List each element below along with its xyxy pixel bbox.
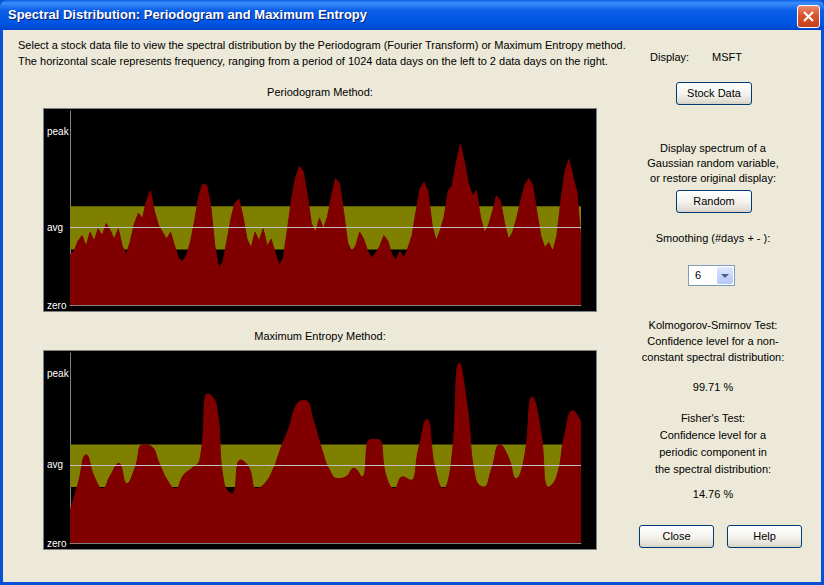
html-text:Random: Random: [693, 195, 735, 207]
html-text:Spectral Distribution: Periodo: Spectral Distribution: Periodogram and M…: [8, 7, 367, 22]
html-text:Kolmogorov-Smirnov Test:: Kolmogorov-Smirnov Test:: [648, 319, 778, 331]
html-text:Fisher's Test:: Fisher's Test:: [680, 412, 746, 424]
html-text:6: 6: [695, 269, 702, 281]
html-text:Maximum Entropy Method:: Maximum Entropy Method:: [254, 330, 386, 342]
html-text:MSFT: MSFT: [712, 51, 742, 63]
html-text:periodic component in: periodic component in: [659, 446, 767, 458]
html-text:Display spectrum of a: Display spectrum of a: [660, 142, 766, 154]
html-text:the spectral distribution:: the spectral distribution:: [654, 463, 772, 475]
svg-text:avg: avg: [47, 459, 63, 470]
html-text:Help: Help: [753, 530, 776, 542]
html-text:Gaussian random variable,: Gaussian random variable,: [647, 157, 779, 169]
svg-text:peak: peak: [47, 126, 70, 137]
html-text:Close: Close: [662, 530, 691, 542]
svg-text:avg: avg: [47, 222, 63, 233]
html-text:Confidence level for a non-: Confidence level for a non-: [647, 335, 779, 347]
html-text:Display:: Display:: [650, 51, 690, 63]
svg-text:zero: zero: [47, 538, 67, 549]
html-text:Select a stock data file to vi: Select a stock data file to view the spe…: [18, 39, 626, 51]
svg-text:zero: zero: [47, 300, 67, 311]
html-text:constant spectral distribution: constant spectral distribution:: [641, 351, 785, 363]
svg-text:peak: peak: [47, 368, 70, 379]
html-text:The horizontal scale represent: The horizontal scale represents frequenc…: [18, 55, 608, 67]
html-text:14.76 %: 14.76 %: [692, 488, 734, 500]
html-text:99.71 %: 99.71 %: [692, 381, 734, 393]
html-text:Confidence level for a: Confidence level for a: [659, 429, 767, 441]
html-text:Stock Data: Stock Data: [687, 87, 741, 99]
html-text:or restore original display:: or restore original display:: [650, 172, 776, 184]
html-text:Periodogram Method:: Periodogram Method:: [267, 86, 373, 98]
html-text:Smoothing (#days + - ):: Smoothing (#days + - ):: [655, 232, 771, 244]
